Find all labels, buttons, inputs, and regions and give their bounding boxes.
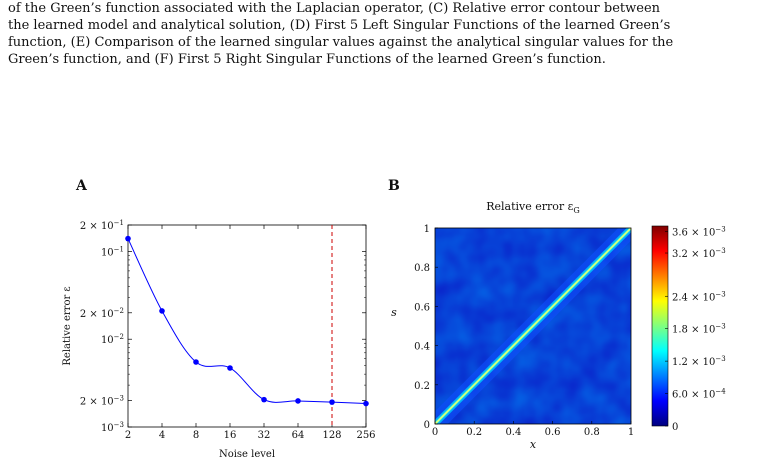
x-tick-label: 8 bbox=[193, 430, 199, 441]
caption-line: function, (E) Comparison of the learned … bbox=[8, 35, 674, 50]
data-point bbox=[261, 396, 267, 403]
x-axis-label: Noise level bbox=[219, 449, 275, 460]
y-axis-label: s bbox=[391, 306, 397, 319]
x-axis-label: x bbox=[530, 438, 537, 451]
y-tick-label: 0.8 bbox=[414, 263, 430, 274]
y-tick-label: 2 × 10−2 bbox=[80, 307, 124, 320]
diagonal-band-peak bbox=[435, 228, 631, 424]
x-tick-label: 128 bbox=[322, 430, 341, 441]
colorbar bbox=[651, 225, 669, 427]
colorbar-tick-label: 3.2 × 10−3 bbox=[672, 247, 726, 260]
heatmap-title: Relative error εG bbox=[486, 200, 580, 215]
heatmap-frame bbox=[434, 227, 632, 425]
y-tick-label: 10−3 bbox=[101, 421, 124, 434]
x-tick-label: 4 bbox=[159, 430, 165, 441]
heatmap-area bbox=[435, 228, 631, 424]
colorbar-tick-label: 1.8 × 10−3 bbox=[672, 323, 726, 336]
data-point bbox=[363, 400, 369, 407]
x-tick-label: 256 bbox=[356, 430, 375, 441]
caption-line: Green’s function, and (F) First 5 Right … bbox=[8, 52, 606, 67]
chart-a: 2 4 8 16 32 64 128 256 2 × 10−1 10−1 2 × 10−2 10−2 2… bbox=[62, 219, 376, 460]
colorbar-tick-label: 2.4 × 10−3 bbox=[672, 290, 726, 303]
data-point bbox=[125, 235, 131, 242]
x-tick-label: 64 bbox=[292, 430, 305, 441]
chart-b: 0 0.2 0.4 0.6 0.8 1 0 0.2 0.4 0.6 0.8 1 Relative err… bbox=[391, 200, 726, 451]
y-tick-label: 10−2 bbox=[101, 333, 124, 346]
colorbar-tick-label: 6.0 × 10−4 bbox=[672, 388, 726, 401]
caption-line: of the Green’s function associated with … bbox=[8, 1, 661, 16]
x-tick-label: 0 bbox=[432, 427, 438, 438]
data-point bbox=[295, 398, 301, 404]
colorbar-tick-label: 0 bbox=[672, 422, 678, 433]
y-tick-label: 10−1 bbox=[101, 245, 124, 258]
y-tick-label: 2 × 10−3 bbox=[80, 395, 124, 408]
colorbar-tick-label: 3.6 × 10−3 bbox=[672, 225, 726, 238]
figure-caption: of the Green’s function associated with … bbox=[8, 0, 772, 68]
x-tick-label: 16 bbox=[224, 430, 237, 441]
y-tick-label: 2 × 10−1 bbox=[80, 219, 124, 232]
panel-b-label: B bbox=[388, 178, 400, 194]
y-tick-label: 0.6 bbox=[414, 302, 430, 313]
x-tick-label: 0.8 bbox=[584, 427, 600, 438]
panel-a-label: A bbox=[76, 178, 87, 194]
colorbar-tick-label: 1.2 × 10−3 bbox=[672, 355, 726, 368]
data-point bbox=[159, 308, 165, 314]
series-line bbox=[127, 238, 367, 405]
y-tick-label: 1 bbox=[424, 224, 430, 235]
x-tick-label: 0.4 bbox=[505, 427, 521, 438]
y-tick-label: 0 bbox=[424, 420, 430, 431]
data-point bbox=[193, 359, 199, 365]
x-tick-label: 1 bbox=[628, 427, 634, 438]
caption-line: the learned model and analytical solutio… bbox=[8, 18, 671, 33]
y-tick-label: 0.4 bbox=[414, 342, 430, 353]
data-point bbox=[329, 399, 335, 405]
plot-frame bbox=[127, 224, 367, 428]
x-tick-label: 0.2 bbox=[466, 427, 482, 438]
y-tick-label: 0.2 bbox=[414, 381, 430, 392]
x-tick-label: 2 bbox=[125, 430, 131, 441]
y-axis-label: Relative error ε bbox=[62, 286, 73, 365]
data-point bbox=[227, 365, 233, 371]
x-tick-label: 32 bbox=[258, 430, 271, 441]
x-tick-label: 0.6 bbox=[545, 427, 561, 438]
